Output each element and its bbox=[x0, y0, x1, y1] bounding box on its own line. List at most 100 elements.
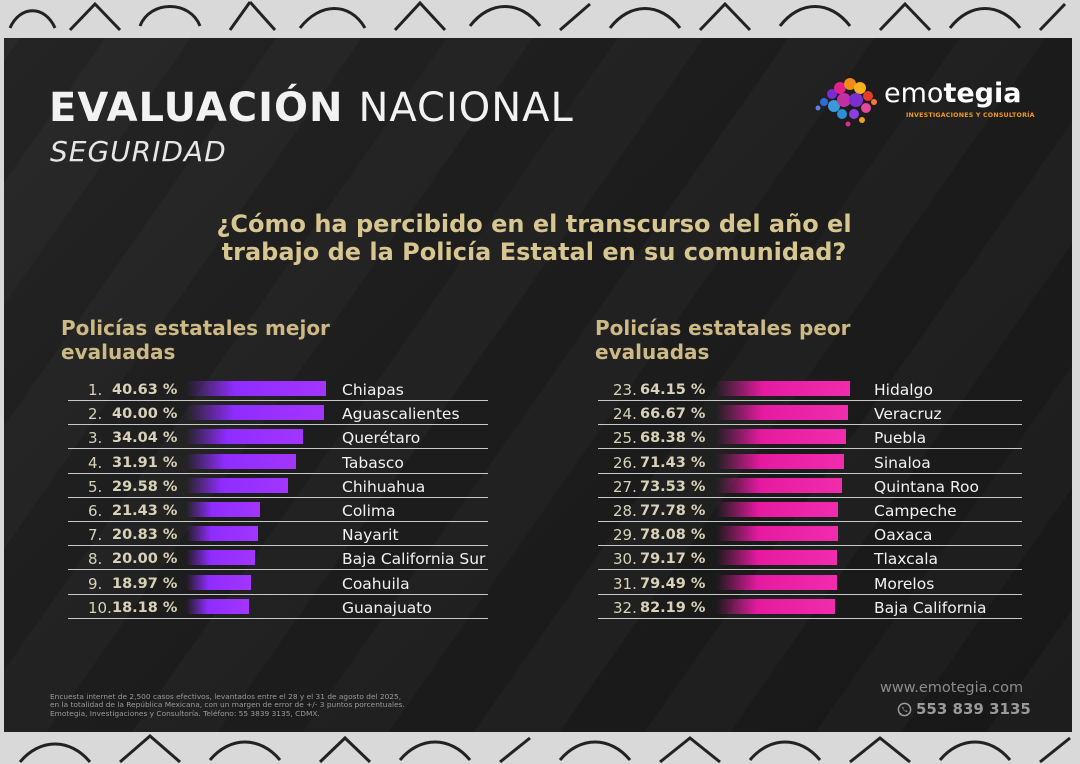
worst-bar bbox=[716, 381, 850, 396]
best-row: 6. 21.43 % Colima bbox=[68, 499, 488, 522]
note-line-1: Encuesta internet de 2,500 casos efectiv… bbox=[50, 692, 402, 701]
worst-state-label: Puebla bbox=[874, 429, 927, 448]
best-value-label: 29.58 % bbox=[112, 478, 178, 495]
worst-bar bbox=[716, 405, 848, 421]
best-bar bbox=[186, 550, 255, 566]
worst-rank-label: 27. bbox=[613, 477, 637, 496]
worst-rank-label: 24. bbox=[613, 405, 637, 424]
worst-value-label: 71.43 % bbox=[640, 454, 706, 471]
worst-value-label: 68.38 % bbox=[640, 430, 706, 447]
best-state-label: Guanajuato bbox=[342, 598, 432, 617]
worst-row: 25. 68.38 % Puebla bbox=[598, 426, 1022, 450]
logo-name-part2: tegia bbox=[943, 78, 1022, 109]
best-rank-label: 5. bbox=[88, 477, 103, 496]
best-row: 2. 40.00 % Aguascalientes bbox=[68, 402, 488, 426]
note-line-2: en la totalidad de la República Mexicana… bbox=[50, 700, 405, 710]
best-state-label: Chiapas bbox=[342, 381, 404, 399]
worst-row: 27. 73.53 % Quintana Roo bbox=[598, 475, 1022, 498]
worst-value-label: 64.15 % bbox=[640, 382, 706, 398]
best-state-label: Coahuila bbox=[342, 574, 410, 593]
worst-row: 32. 82.19 % Baja California bbox=[598, 596, 1022, 619]
worst-state-label: Hidalgo bbox=[874, 381, 933, 399]
best-rank-label: 6. bbox=[88, 501, 103, 520]
worst-rank-label: 25. bbox=[613, 429, 637, 448]
worst-bar bbox=[716, 501, 838, 517]
worst-rank-label: 29. bbox=[613, 526, 637, 545]
worst-bar bbox=[716, 526, 838, 542]
best-rank-label: 10. bbox=[88, 598, 112, 617]
worst-ranking-chart: 23. 64.15 % Hidalgo 24. 66.67 % Veracruz 25. 68… bbox=[598, 378, 1022, 620]
worst-state-label: Baja California bbox=[874, 598, 987, 617]
worst-bar bbox=[716, 574, 837, 590]
best-state-label: Aguascalientes bbox=[342, 405, 460, 424]
best-row: 9. 18.97 % Coahuila bbox=[68, 572, 488, 595]
best-rank-label: 3. bbox=[88, 429, 103, 448]
best-value-label: 21.43 % bbox=[112, 502, 178, 519]
best-value-label: 20.83 % bbox=[112, 527, 178, 544]
best-state-label: Chihuahua bbox=[342, 477, 426, 496]
page-subtitle: SEGURIDAD bbox=[50, 135, 227, 168]
best-rank-label: 8. bbox=[88, 550, 103, 569]
best-rank-label: 2. bbox=[88, 405, 103, 424]
worst-state-label: Tlaxcala bbox=[874, 550, 938, 569]
best-bar bbox=[186, 453, 296, 469]
worst-rank-label: 31. bbox=[613, 574, 637, 593]
best-state-label: Colima bbox=[342, 501, 396, 520]
whatsapp-icon bbox=[897, 702, 912, 717]
best-value-label: 31.91 % bbox=[112, 454, 178, 471]
best-row: 3. 34.04 % Querétaro bbox=[68, 426, 488, 450]
worst-bar bbox=[716, 453, 844, 469]
best-value-label: 20.00 % bbox=[112, 551, 178, 568]
worst-row: 30. 79.17 % Tlaxcala bbox=[598, 547, 1022, 571]
best-row: 7. 20.83 % Nayarit bbox=[68, 523, 488, 547]
worst-value-label: 66.67 % bbox=[640, 406, 706, 423]
worst-row: 24. 66.67 % Veracruz bbox=[598, 402, 1022, 426]
best-column-title: Policías estatales mejor evaluadas bbox=[61, 316, 330, 364]
worst-state-label: Veracruz bbox=[874, 405, 942, 424]
best-rank-label: 1. bbox=[88, 381, 103, 399]
best-ranking-chart: 1. 40.63 % Chiapas 2. 40.00 % Aguascalientes 3… bbox=[68, 378, 488, 620]
best-row: 4. 31.91 % Tabasco bbox=[68, 451, 488, 474]
best-bar bbox=[186, 526, 258, 542]
best-rank-label: 4. bbox=[88, 453, 103, 472]
worst-value-label: 79.17 % bbox=[640, 551, 706, 568]
worst-bar bbox=[716, 598, 835, 614]
worst-state-label: Campeche bbox=[874, 501, 957, 520]
best-bar bbox=[186, 429, 303, 445]
best-rank-label: 9. bbox=[88, 574, 103, 593]
best-value-label: 40.63 % bbox=[112, 382, 178, 398]
best-state-label: Querétaro bbox=[342, 429, 421, 448]
worst-row: 31. 79.49 % Morelos bbox=[598, 572, 1022, 595]
best-value-label: 18.18 % bbox=[112, 599, 178, 616]
best-value-label: 18.97 % bbox=[112, 575, 178, 592]
best-state-label: Tabasco bbox=[342, 453, 404, 472]
best-bar bbox=[186, 501, 260, 517]
methodology-note: Encuesta internet de 2,500 casos efectiv… bbox=[50, 692, 510, 718]
worst-row: 29. 78.08 % Oaxaca bbox=[598, 523, 1022, 547]
emotegia-logo: emotegia INVESTIGACIONES Y CONSULTORÍA bbox=[810, 72, 1050, 132]
website-link[interactable]: www.emotegia.com bbox=[880, 680, 1024, 696]
worst-row: 23. 64.15 % Hidalgo bbox=[598, 378, 1022, 401]
logo-wordmark: emotegia bbox=[884, 78, 1021, 110]
worst-bar bbox=[716, 550, 837, 566]
logo-tagline: INVESTIGACIONES Y CONSULTORÍA bbox=[906, 112, 1035, 119]
worst-value-label: 79.49 % bbox=[640, 575, 706, 592]
title-light: NACIONAL bbox=[358, 85, 574, 131]
phone-number[interactable]: 553 839 3135 bbox=[916, 700, 1031, 718]
worst-state-label: Oaxaca bbox=[874, 526, 933, 545]
best-row: 1. 40.63 % Chiapas bbox=[68, 378, 488, 401]
worst-value-label: 82.19 % bbox=[640, 599, 706, 616]
worst-column-title: Policías estatales peor evaluadas bbox=[595, 316, 851, 364]
worst-value-label: 77.78 % bbox=[640, 502, 706, 519]
best-value-label: 40.00 % bbox=[112, 406, 178, 423]
best-bar bbox=[186, 477, 288, 493]
worst-row: 28. 77.78 % Campeche bbox=[598, 499, 1022, 522]
best-rank-label: 7. bbox=[88, 526, 103, 545]
best-bar bbox=[186, 574, 251, 590]
worst-rank-label: 23. bbox=[613, 381, 637, 399]
worst-state-label: Sinaloa bbox=[874, 453, 931, 472]
worst-state-label: Morelos bbox=[874, 574, 935, 593]
worst-bar bbox=[716, 477, 842, 493]
note-line-3: Emotegia, Investigaciones y Consultoría.… bbox=[50, 708, 320, 718]
